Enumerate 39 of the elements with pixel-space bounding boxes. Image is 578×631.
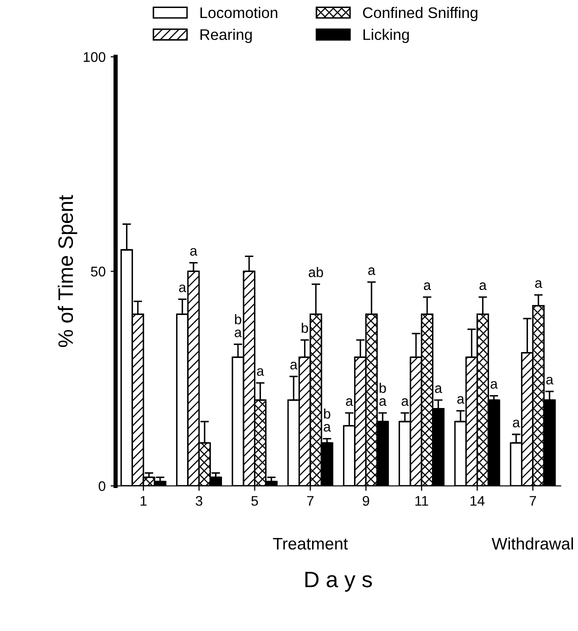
- x-tick-label: 11: [415, 496, 428, 506]
- data-label: a: [346, 398, 354, 406]
- x-tick-label: 1: [140, 496, 147, 506]
- data-label: a: [290, 362, 298, 370]
- data-label: a: [480, 282, 487, 290]
- data-label: a: [256, 368, 264, 376]
- legend-label: Confined Sniffing: [363, 6, 478, 22]
- data-label: a: [535, 280, 542, 288]
- data-label: a: [512, 420, 520, 428]
- y-tick-label: 50: [90, 266, 106, 276]
- data-label: a: [457, 396, 464, 404]
- data-label: b a: [324, 408, 331, 432]
- x-tick-label: 7: [307, 496, 314, 506]
- data-label: a: [179, 284, 186, 292]
- data-label: ab: [308, 266, 324, 278]
- x-tick-label: 3: [196, 496, 202, 506]
- legend-label: Locomotion: [200, 6, 278, 18]
- data-label: a: [434, 385, 442, 394]
- text: Treatment: [273, 538, 348, 550]
- data-label: a: [490, 381, 498, 389]
- x-tick-label: 14: [470, 496, 485, 506]
- y-tick-label: 100: [84, 52, 106, 62]
- x-tick-label: 7: [530, 496, 536, 506]
- x-axis-title: D a y s: [305, 572, 372, 592]
- legend-label: Licking: [364, 28, 409, 44]
- x-tick-label: 9: [362, 496, 370, 506]
- data-label: b: [302, 322, 308, 333]
- y-axis-title: % of Time Spent: [58, 195, 78, 348]
- y-tick-label: 0: [98, 481, 106, 492]
- data-label: a: [190, 248, 198, 256]
- data-label: a: [368, 267, 376, 276]
- x-tick-label: 5: [251, 496, 258, 506]
- text: Withdrawal: [492, 537, 573, 550]
- data-label: a: [424, 282, 432, 290]
- data-label: a: [402, 398, 409, 406]
- data-label: b a: [379, 382, 386, 406]
- legend-label: Rearing: [200, 28, 252, 44]
- data-label: b a: [234, 314, 242, 338]
- data-label: a: [546, 376, 554, 384]
